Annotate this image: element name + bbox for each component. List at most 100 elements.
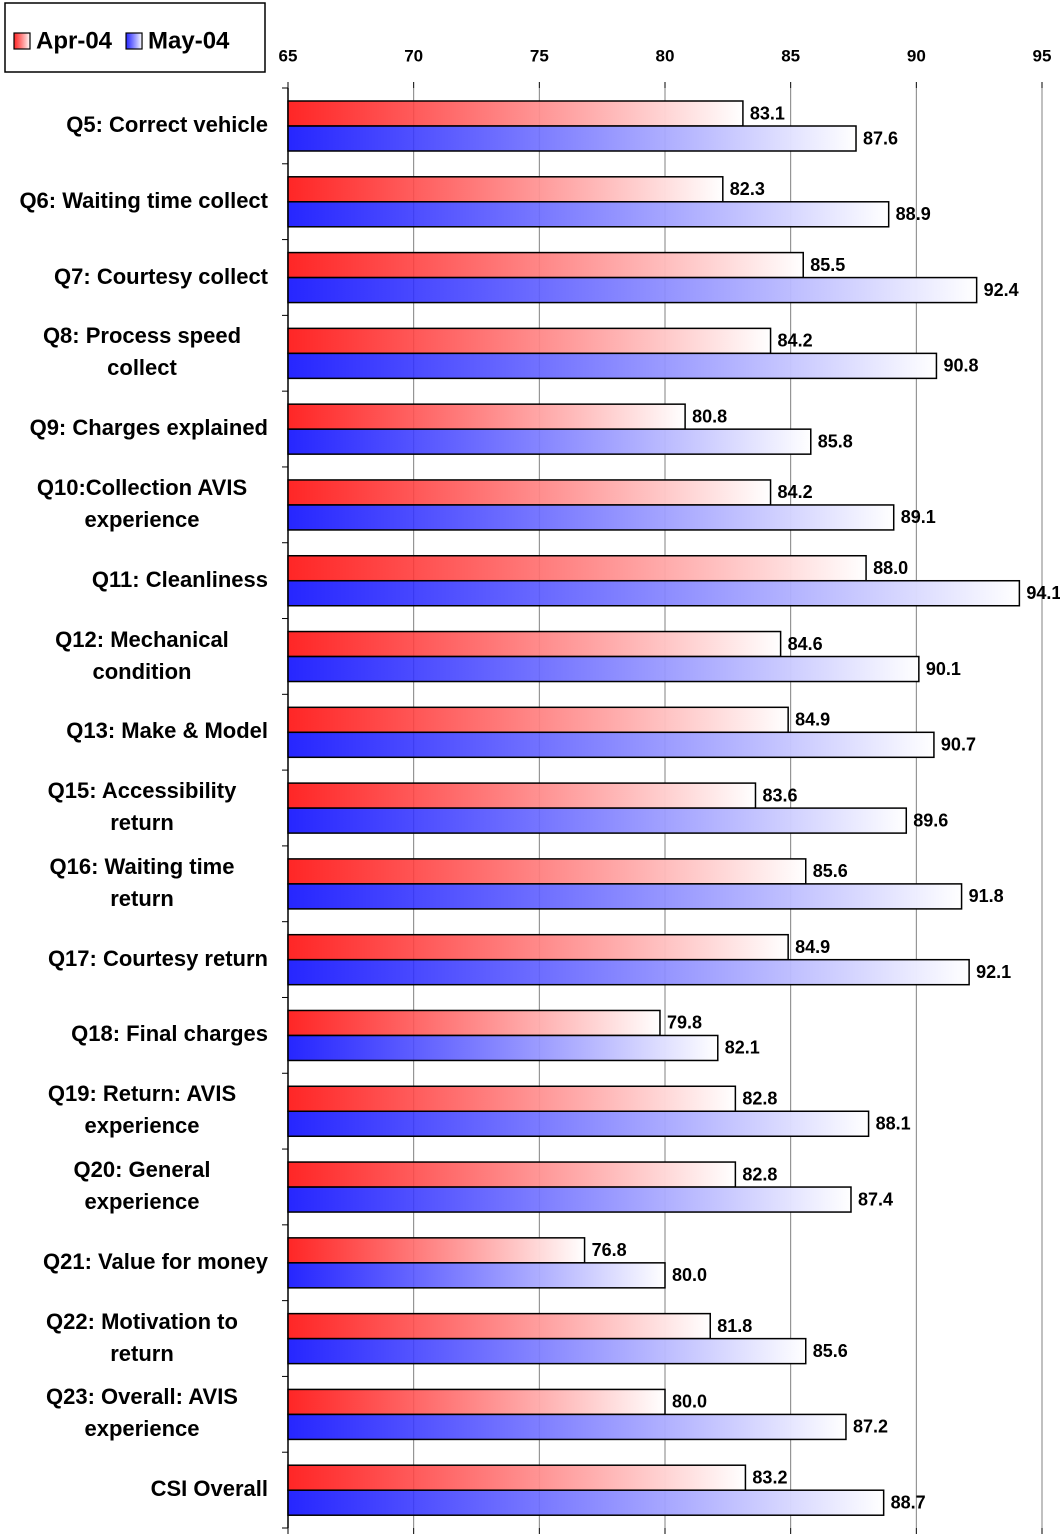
value-label: 94.1 [1026,583,1060,603]
y-tick-label: Q21: Value for money [43,1248,268,1274]
value-label: 82.8 [742,1089,777,1109]
y-tick-label-box: Q15: Accessibility return [16,769,268,845]
bar [287,504,895,531]
y-tick-label-box: Q21: Value for money [43,1224,268,1300]
x-tick-label: 80 [656,46,675,65]
bar [287,858,807,885]
y-tick-label: Q17: Courtesy return [47,945,268,971]
bar [287,554,867,582]
value-label: 84.6 [788,634,823,654]
y-tick-label-box: Q6: Waiting time collect [19,163,268,239]
value-label: 88.0 [873,558,908,578]
y-tick-label-box: Q5: Correct vehicle [66,87,268,163]
y-tick-label: Q13: Make & Model [66,718,268,744]
x-tick-label: 70 [404,46,423,65]
value-label: 80.0 [672,1265,707,1285]
x-tick-label: 85 [781,46,800,65]
y-tick-label-box: CSI Overall [151,1451,268,1527]
bar [287,655,920,683]
value-label: 90.8 [943,356,978,376]
bar [287,352,938,380]
bar [287,1009,661,1037]
value-label: 88.7 [891,1492,926,1512]
x-tick-label: 90 [907,46,926,65]
y-tick-label-box: Q18: Final charges [71,996,268,1072]
value-label: 85.6 [813,861,848,881]
bar [287,1161,737,1188]
y-tick-label-box: Q7: Courtesy collect [54,239,268,315]
bar [287,176,724,203]
bar [287,1186,852,1213]
value-label: 92.1 [976,962,1011,982]
value-label: 89.6 [913,810,948,830]
y-tick-label: Q6: Waiting time collect [19,187,268,213]
bar [287,807,908,834]
value-label: 85.8 [818,431,853,451]
y-tick-label-box: Q10:Collection AVIS experience [16,466,268,542]
y-tick-label-box: Q23: Overall: AVIS experience [16,1375,268,1451]
y-tick-label-box: Q11: Cleanliness [92,542,268,618]
y-tick-label: Q22: Motivation to return [46,1308,238,1366]
y-tick-label: Q20: General experience [73,1157,211,1215]
bar [287,1237,586,1264]
bar [287,1464,747,1491]
bar [287,1312,711,1340]
value-label: 91.8 [969,886,1004,906]
bar [287,958,970,986]
value-label: 88.9 [896,204,931,224]
value-label: 85.5 [810,255,845,275]
bar [287,731,935,759]
y-tick-label-box: Q8: Process speed collect [16,314,268,390]
bar [287,403,686,430]
value-label: 76.8 [592,1240,627,1260]
y-tick-label: CSI Overall [150,1476,268,1502]
bar [287,1388,666,1416]
value-label: 85.6 [813,1341,848,1361]
value-label: 79.8 [667,1013,702,1033]
y-tick-label: Q9: Charges explained [29,415,268,441]
value-label: 83.2 [752,1467,787,1487]
y-tick-label-box: Q17: Courtesy return [48,921,268,997]
bar [287,479,772,506]
y-tick-label: Q8: Process speed collect [42,323,242,381]
y-tick-label: Q10:Collection AVIS experience [36,474,248,532]
x-tick-label: 65 [279,46,298,65]
bar [287,428,812,455]
value-label: 90.1 [926,659,961,679]
value-label: 80.0 [672,1392,707,1412]
y-tick-label-box: Q19: Return: AVIS experience [16,1072,268,1148]
value-label: 87.4 [858,1189,893,1209]
y-tick-label: Q7: Courtesy collect [54,263,268,289]
value-label: 84.2 [778,331,813,351]
value-label: 84.9 [795,937,830,957]
value-label: 84.2 [778,482,813,502]
bar [287,327,772,355]
y-tick-label: Q18: Final charges [71,1021,268,1047]
bar [287,1034,719,1062]
y-tick-label-box: Q13: Make & Model [66,693,268,769]
bar [287,125,857,152]
value-label: 87.6 [863,128,898,148]
y-tick-label: Q23: Overall: AVIS experience [46,1384,238,1442]
y-tick-label: Q5: Correct vehicle [66,112,268,137]
y-tick-label-box: Q22: Motivation to return [16,1300,268,1376]
bar [287,630,782,658]
y-tick-label-box: Q20: General experience [16,1148,268,1224]
value-label: 82.3 [730,179,765,199]
bar [287,933,789,961]
bar [287,100,744,127]
x-tick-label: 95 [1033,46,1052,65]
legend-label: May-04 [148,27,230,54]
value-label: 81.8 [717,1316,752,1336]
value-label: 82.8 [742,1164,777,1184]
value-label: 87.2 [853,1417,888,1437]
legend-label: Apr-04 [36,27,113,54]
value-label: 80.8 [692,406,727,426]
y-tick-label-box: Q12: Mechanical condition [16,618,268,694]
y-tick-label-box: Q16: Waiting time return [16,845,268,921]
bar [287,1262,666,1289]
bar [287,1337,807,1365]
bar [287,706,789,734]
